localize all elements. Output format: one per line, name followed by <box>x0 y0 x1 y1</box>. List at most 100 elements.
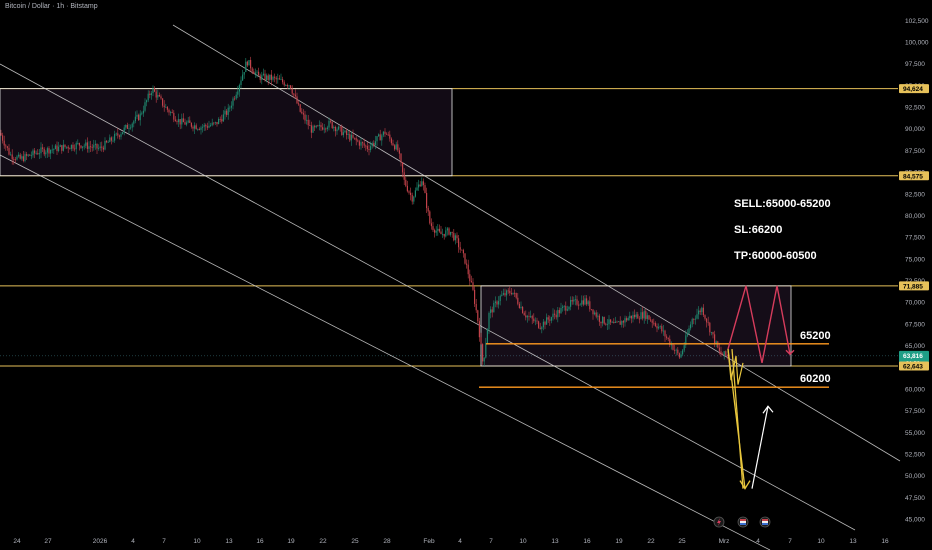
candle-body <box>254 72 256 74</box>
candle-body <box>523 313 525 316</box>
candle-body <box>264 73 266 81</box>
candle-body <box>64 144 66 147</box>
candle-body <box>722 354 724 356</box>
candle-body <box>317 125 319 127</box>
event-icons[interactable] <box>713 516 771 528</box>
candle-body <box>563 306 565 307</box>
candle-body <box>19 154 21 159</box>
candle-body <box>606 324 608 326</box>
candle-body <box>498 301 500 305</box>
candle-body <box>360 142 362 146</box>
candle-body <box>8 147 10 155</box>
x-tick-label: 4 <box>756 538 760 545</box>
candle-body <box>237 91 239 95</box>
candle-body <box>362 142 364 144</box>
candle-body <box>594 312 596 315</box>
candle-body <box>194 125 196 129</box>
y-tick-label: 67,500 <box>905 321 925 328</box>
candle-body <box>246 61 248 66</box>
candle-body <box>475 303 477 311</box>
candle-body <box>253 71 255 74</box>
x-tick-label: 16 <box>583 538 591 545</box>
candle-body <box>626 318 628 321</box>
candle-body <box>680 354 682 358</box>
candle-body <box>642 312 644 319</box>
candle-body <box>174 119 176 122</box>
x-tick-label: 10 <box>519 538 527 545</box>
candle-body <box>216 121 218 125</box>
candle-body <box>442 233 444 235</box>
candle-body <box>382 131 384 136</box>
x-tick-label: 24 <box>13 538 21 545</box>
candle-body <box>501 294 503 296</box>
candle-body <box>635 314 637 318</box>
candle-body <box>648 315 650 320</box>
candle-body <box>37 153 39 155</box>
candle-body <box>518 303 520 308</box>
candle-body <box>256 71 258 73</box>
candle-body <box>506 290 508 296</box>
candle-body <box>149 93 151 96</box>
flag-stripe <box>740 521 746 523</box>
candle-body <box>94 143 96 146</box>
candle-body <box>27 154 29 156</box>
candle-body <box>666 336 668 338</box>
candle-body <box>24 154 26 162</box>
candle-body <box>221 119 223 122</box>
candle-body <box>133 121 135 124</box>
candle-body <box>549 319 551 321</box>
candle-body <box>354 137 356 139</box>
x-tick-label: 25 <box>678 538 686 545</box>
candle-body <box>493 302 495 313</box>
y-tick-label: 97,500 <box>905 61 925 68</box>
us-flag-icon[interactable] <box>737 516 749 528</box>
candle-body <box>118 135 120 137</box>
candle-body <box>202 126 204 128</box>
candle-body <box>424 185 426 193</box>
candle-body <box>198 129 200 131</box>
candle-body <box>669 339 671 346</box>
candle-body <box>482 344 484 362</box>
candle-body <box>51 149 53 151</box>
down-arrow-shaft-1 <box>731 348 744 489</box>
candle-body <box>370 146 372 151</box>
candle-body <box>478 321 480 338</box>
us-flag-icon[interactable] <box>759 516 771 528</box>
price-tag-4 <box>899 361 929 371</box>
candle-body <box>125 124 127 128</box>
candle-body <box>496 301 498 305</box>
candle-body <box>557 310 559 318</box>
candle-body <box>62 144 64 151</box>
x-tick-label: 10 <box>193 538 201 545</box>
candle-body <box>102 147 104 150</box>
candle-body <box>211 122 213 126</box>
candle-body <box>438 228 440 232</box>
candle-body <box>432 226 434 231</box>
candle-body <box>546 317 548 325</box>
candle-body <box>288 85 290 87</box>
candle-body <box>718 347 720 352</box>
candle-body <box>634 314 636 318</box>
candle-body <box>422 181 424 186</box>
candle-body <box>392 143 394 146</box>
candle-body <box>429 211 431 224</box>
x-tick-label: 16 <box>256 538 264 545</box>
candle-body <box>707 322 709 324</box>
price-tag-label: 62,643 <box>903 363 923 370</box>
take-profit-annotation: TP:60000-60500 <box>734 250 817 262</box>
lightning-shape <box>717 518 721 526</box>
y-axis: 102,500100,00097,50095,00092,50090,00087… <box>899 18 929 524</box>
candle-body <box>467 264 469 275</box>
candle-body <box>584 298 586 305</box>
chart-header: Bitcoin / Dollar · 1h · Bitstamp <box>5 3 98 10</box>
candle-body <box>366 146 368 150</box>
flag-stripe <box>740 523 746 525</box>
candle-body <box>405 179 407 186</box>
candle-body <box>38 153 40 155</box>
candle-body <box>627 318 629 321</box>
lightning-icon[interactable] <box>713 516 725 528</box>
candle-body <box>512 292 514 295</box>
candle-body <box>480 337 482 345</box>
candle-body <box>654 323 656 327</box>
